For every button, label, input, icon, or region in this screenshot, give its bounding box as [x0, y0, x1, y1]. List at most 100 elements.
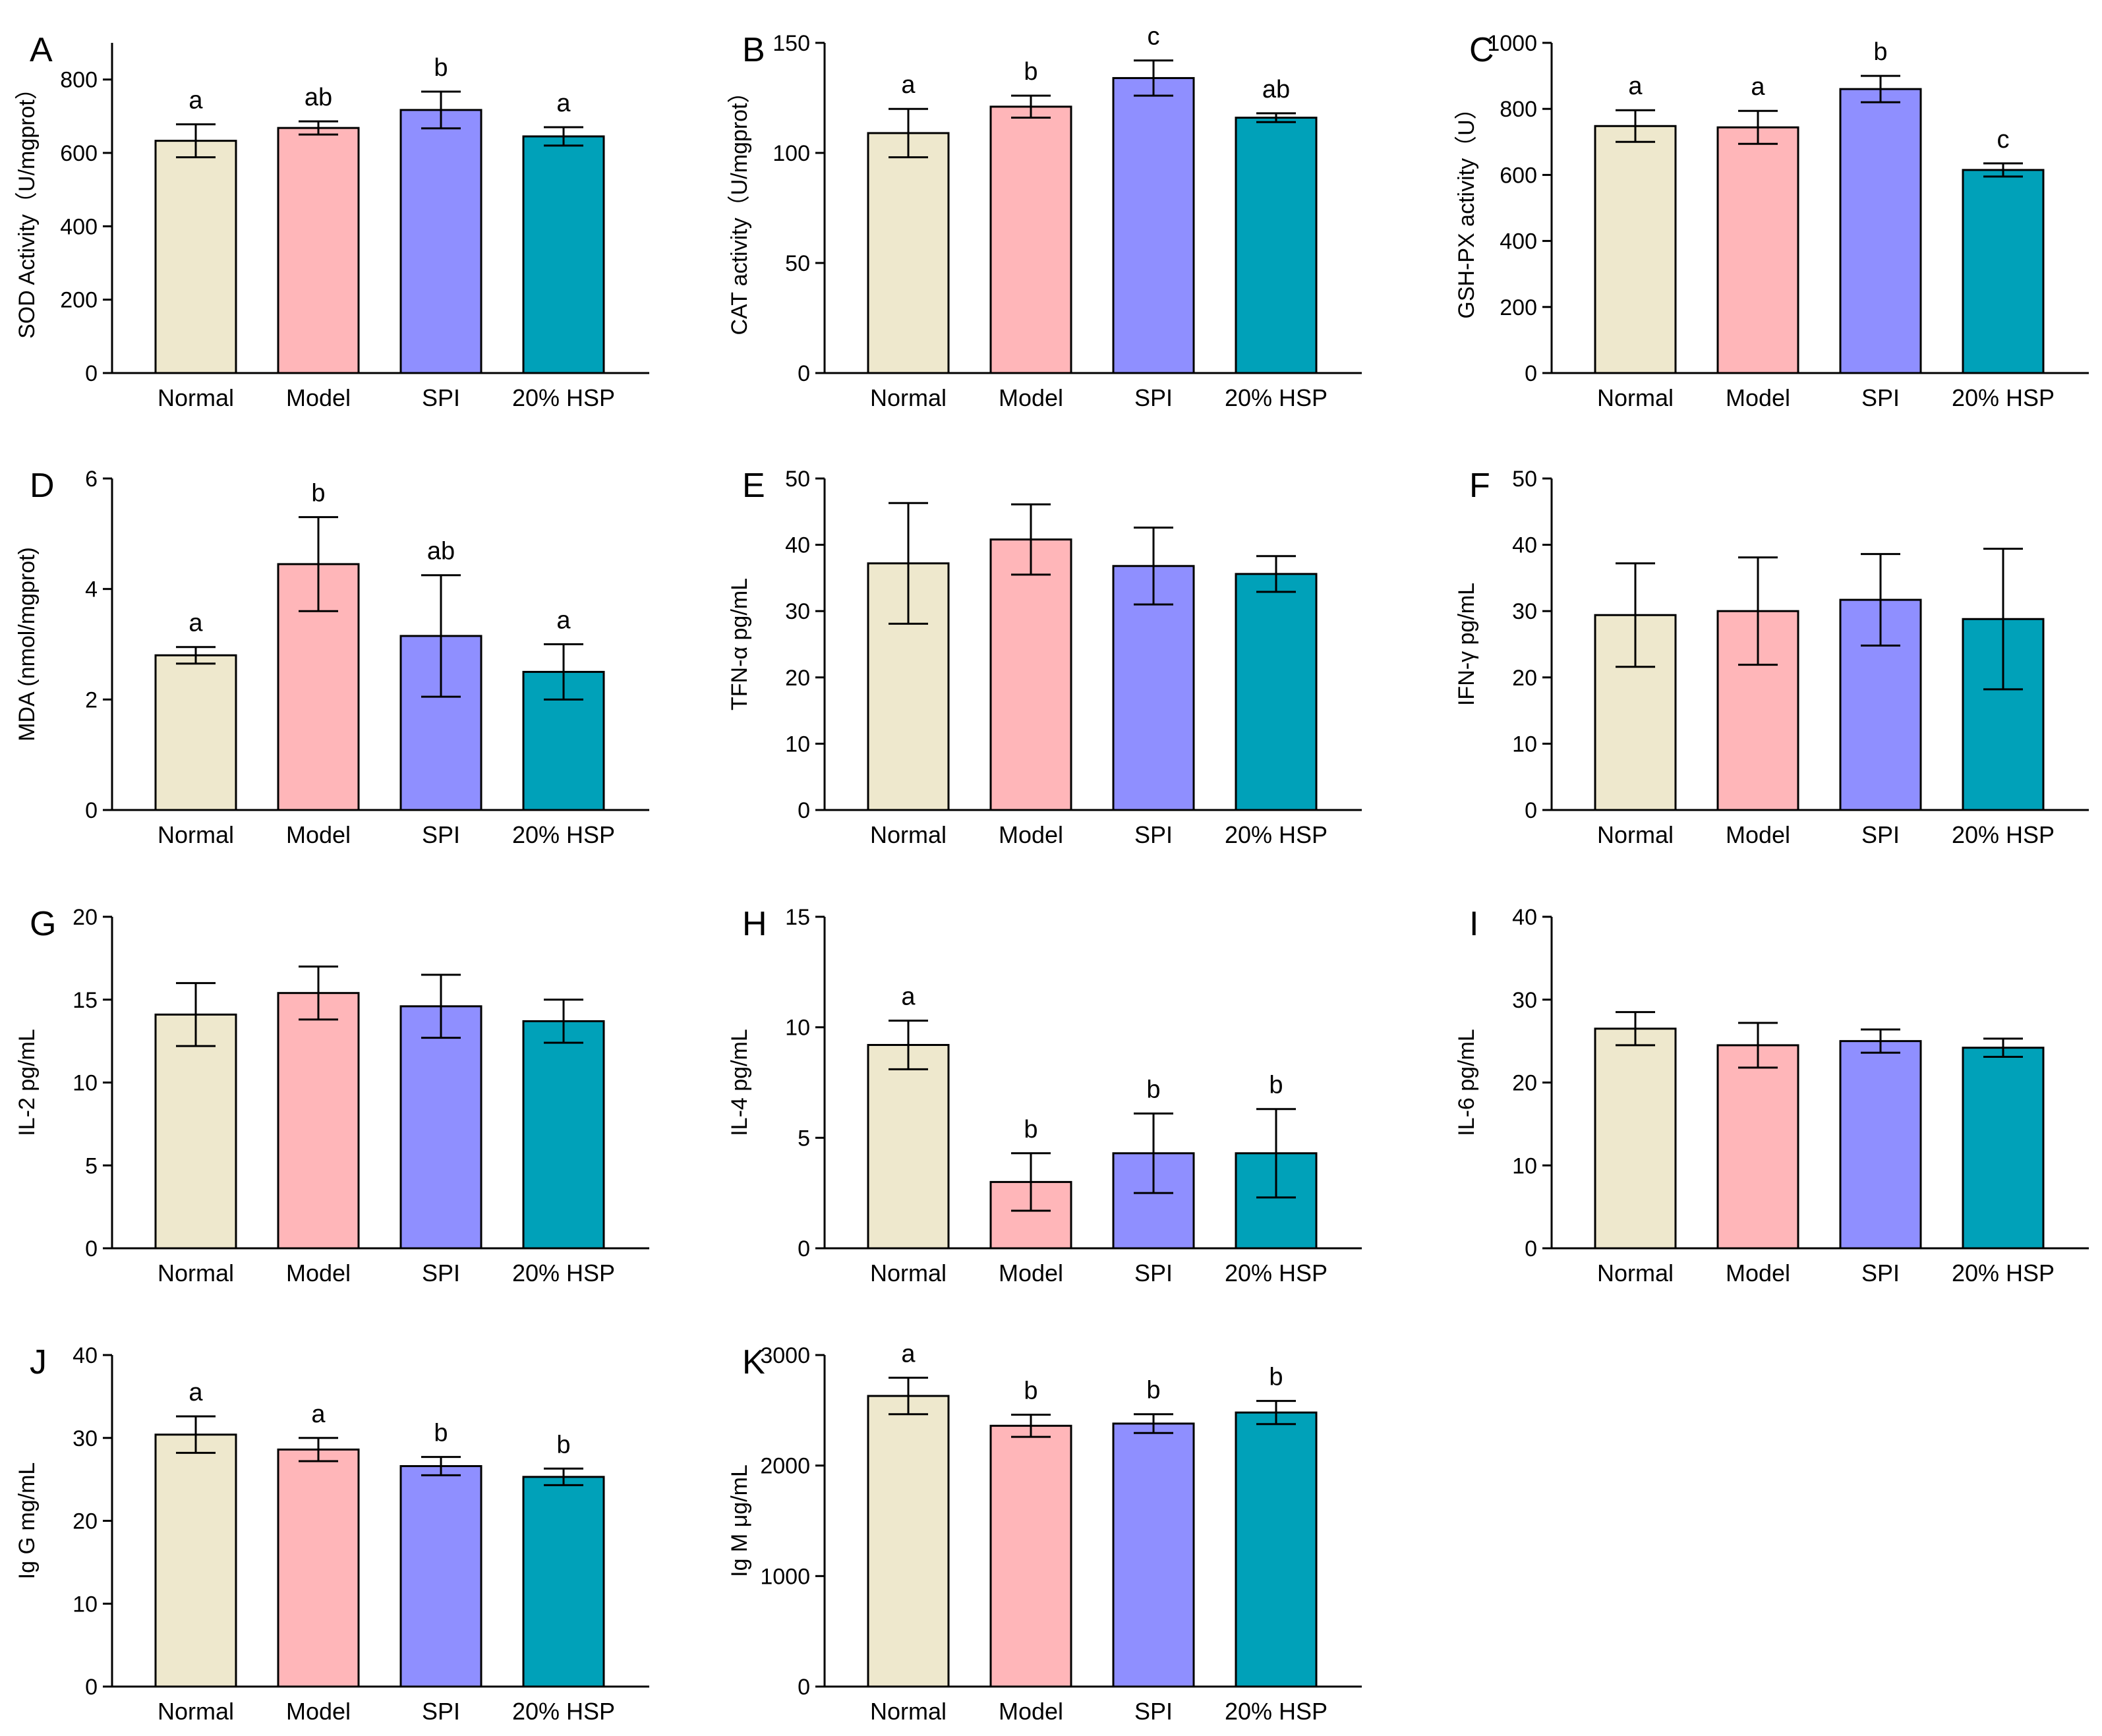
y-tick-label: 2: [85, 687, 98, 712]
y-tick-label: 800: [60, 68, 98, 93]
significance-label: a: [189, 610, 203, 637]
significance-label: b: [1024, 58, 1037, 86]
y-tick-label: 20: [785, 666, 810, 691]
y-axis-title: SOD Activity（U/mgprot）: [15, 77, 40, 339]
y-tick-label: 5: [798, 1126, 810, 1151]
y-tick-label: 6: [85, 467, 98, 492]
y-tick-label: 15: [785, 905, 810, 930]
significance-label: a: [901, 71, 916, 99]
y-axis-title: MDA (nmol/mgprot): [15, 547, 40, 741]
y-tick-label: 2000: [760, 1454, 810, 1479]
x-tick-label: Model: [999, 821, 1063, 848]
y-tick-label: 100: [773, 141, 810, 166]
bar-model: [989, 538, 1072, 811]
y-axis-title: Ig M μg/mL: [727, 1464, 752, 1577]
y-tick-label: 30: [73, 1426, 98, 1451]
x-tick-label: SPI: [422, 1259, 460, 1287]
y-tick-label: 5: [85, 1153, 98, 1178]
x-tick-label: Normal: [1597, 821, 1674, 848]
y-axis-title: CAT activity（U/mgprot）: [727, 80, 752, 335]
y-tick-label: 1000: [1487, 31, 1537, 56]
x-tick-label: SPI: [422, 384, 460, 411]
chart-panel-a: A SOD Activity（U/mgprot） a Normal ab Model b SP…: [15, 31, 649, 411]
y-tick-label: 0: [85, 361, 98, 386]
x-tick-label: Normal: [158, 384, 234, 411]
x-tick-label: 20% HSP: [1225, 1259, 1328, 1287]
bar-spi: [1112, 76, 1195, 374]
significance-label: b: [1873, 38, 1887, 66]
x-tick-label: SPI: [1861, 384, 1900, 411]
significance-label: c: [1148, 23, 1160, 51]
y-tick-label: 40: [1512, 533, 1537, 558]
x-tick-label: Model: [1726, 384, 1790, 411]
y-tick-label: 0: [798, 1236, 810, 1261]
bar-model: [1716, 1044, 1799, 1250]
y-axis-title: IFN-γ pg/mL: [1454, 583, 1479, 706]
bar-normal: [154, 654, 237, 811]
x-tick-label: Normal: [158, 1698, 234, 1725]
y-tick-label: 20: [1512, 666, 1537, 691]
y-axis-title: IL-6 pg/mL: [1454, 1029, 1479, 1136]
y-axis-title: TFN-α pg/mL: [727, 578, 752, 710]
panel-letter: H: [742, 905, 767, 943]
x-tick-label: Model: [999, 384, 1063, 411]
y-tick-label: 30: [1512, 599, 1537, 624]
x-tick-label: 20% HSP: [512, 821, 615, 848]
y-tick-label: 40: [1512, 905, 1537, 930]
panel-letter: G: [30, 905, 56, 943]
y-tick-label: 0: [85, 798, 98, 823]
x-tick-label: Model: [1726, 1259, 1790, 1287]
significance-label: ab: [305, 84, 332, 111]
x-tick-label: 20% HSP: [1225, 821, 1328, 848]
x-tick-label: Normal: [870, 821, 947, 848]
bar-normal: [154, 1433, 237, 1688]
y-tick-label: 200: [60, 288, 98, 313]
bar-spi: [1839, 88, 1922, 374]
y-tick-label: 20: [1512, 1071, 1537, 1096]
significance-label: b: [434, 1420, 448, 1447]
panel-letter: D: [30, 467, 55, 505]
y-tick-label: 20: [73, 905, 98, 930]
significance-label: a: [1751, 73, 1765, 101]
y-tick-label: 200: [1500, 295, 1537, 320]
significance-label: b: [1146, 1377, 1160, 1404]
bar-normal: [867, 1395, 950, 1688]
y-tick-label: 0: [1525, 1236, 1537, 1261]
significance-label: a: [556, 90, 571, 117]
y-tick-label: 10: [73, 1071, 98, 1096]
significance-label: b: [1146, 1076, 1160, 1103]
x-tick-label: Model: [286, 1259, 351, 1287]
x-tick-label: Model: [1726, 821, 1790, 848]
chart-panel-d: D MDA (nmol/mgprot) a Normal b Model ab SPI a 20%…: [15, 467, 649, 848]
x-tick-label: SPI: [1134, 384, 1173, 411]
y-tick-label: 400: [1500, 229, 1537, 254]
y-tick-label: 0: [1525, 361, 1537, 386]
y-tick-label: 0: [798, 361, 810, 386]
bar-normal: [1594, 1027, 1677, 1250]
x-tick-label: SPI: [422, 821, 460, 848]
chart-panel-i: I IL-6 pg/mL Normal Model SPI 20% HSP 0 10 20 30 4…: [1454, 905, 2089, 1287]
y-tick-label: 10: [785, 732, 810, 757]
x-tick-label: 20% HSP: [512, 1698, 615, 1725]
y-tick-label: 3000: [760, 1343, 810, 1368]
panel-letter: A: [30, 31, 53, 69]
significance-label: b: [556, 1431, 570, 1459]
y-tick-label: 150: [773, 31, 810, 56]
x-tick-label: 20% HSP: [1952, 384, 2055, 411]
bar-model: [989, 105, 1072, 374]
y-tick-label: 600: [1500, 163, 1537, 188]
x-tick-label: 20% HSP: [1225, 1698, 1328, 1725]
y-tick-label: 20: [73, 1509, 98, 1534]
y-tick-label: 0: [1525, 798, 1537, 823]
x-tick-label: Normal: [1597, 384, 1674, 411]
bar-20-hsp: [522, 1020, 605, 1250]
significance-label: a: [311, 1401, 326, 1428]
x-tick-label: Normal: [158, 1259, 234, 1287]
bar-spi: [399, 109, 482, 374]
y-tick-label: 10: [785, 1016, 810, 1041]
bar-20-hsp: [1235, 1411, 1318, 1688]
chart-panel-j: J Ig G mg/mL a Normal a Model b SPI b 20% HSP 0 10 2…: [15, 1343, 649, 1725]
y-axis-title: GSH-PX activity（U）: [1454, 97, 1479, 318]
significance-label: a: [189, 87, 203, 115]
